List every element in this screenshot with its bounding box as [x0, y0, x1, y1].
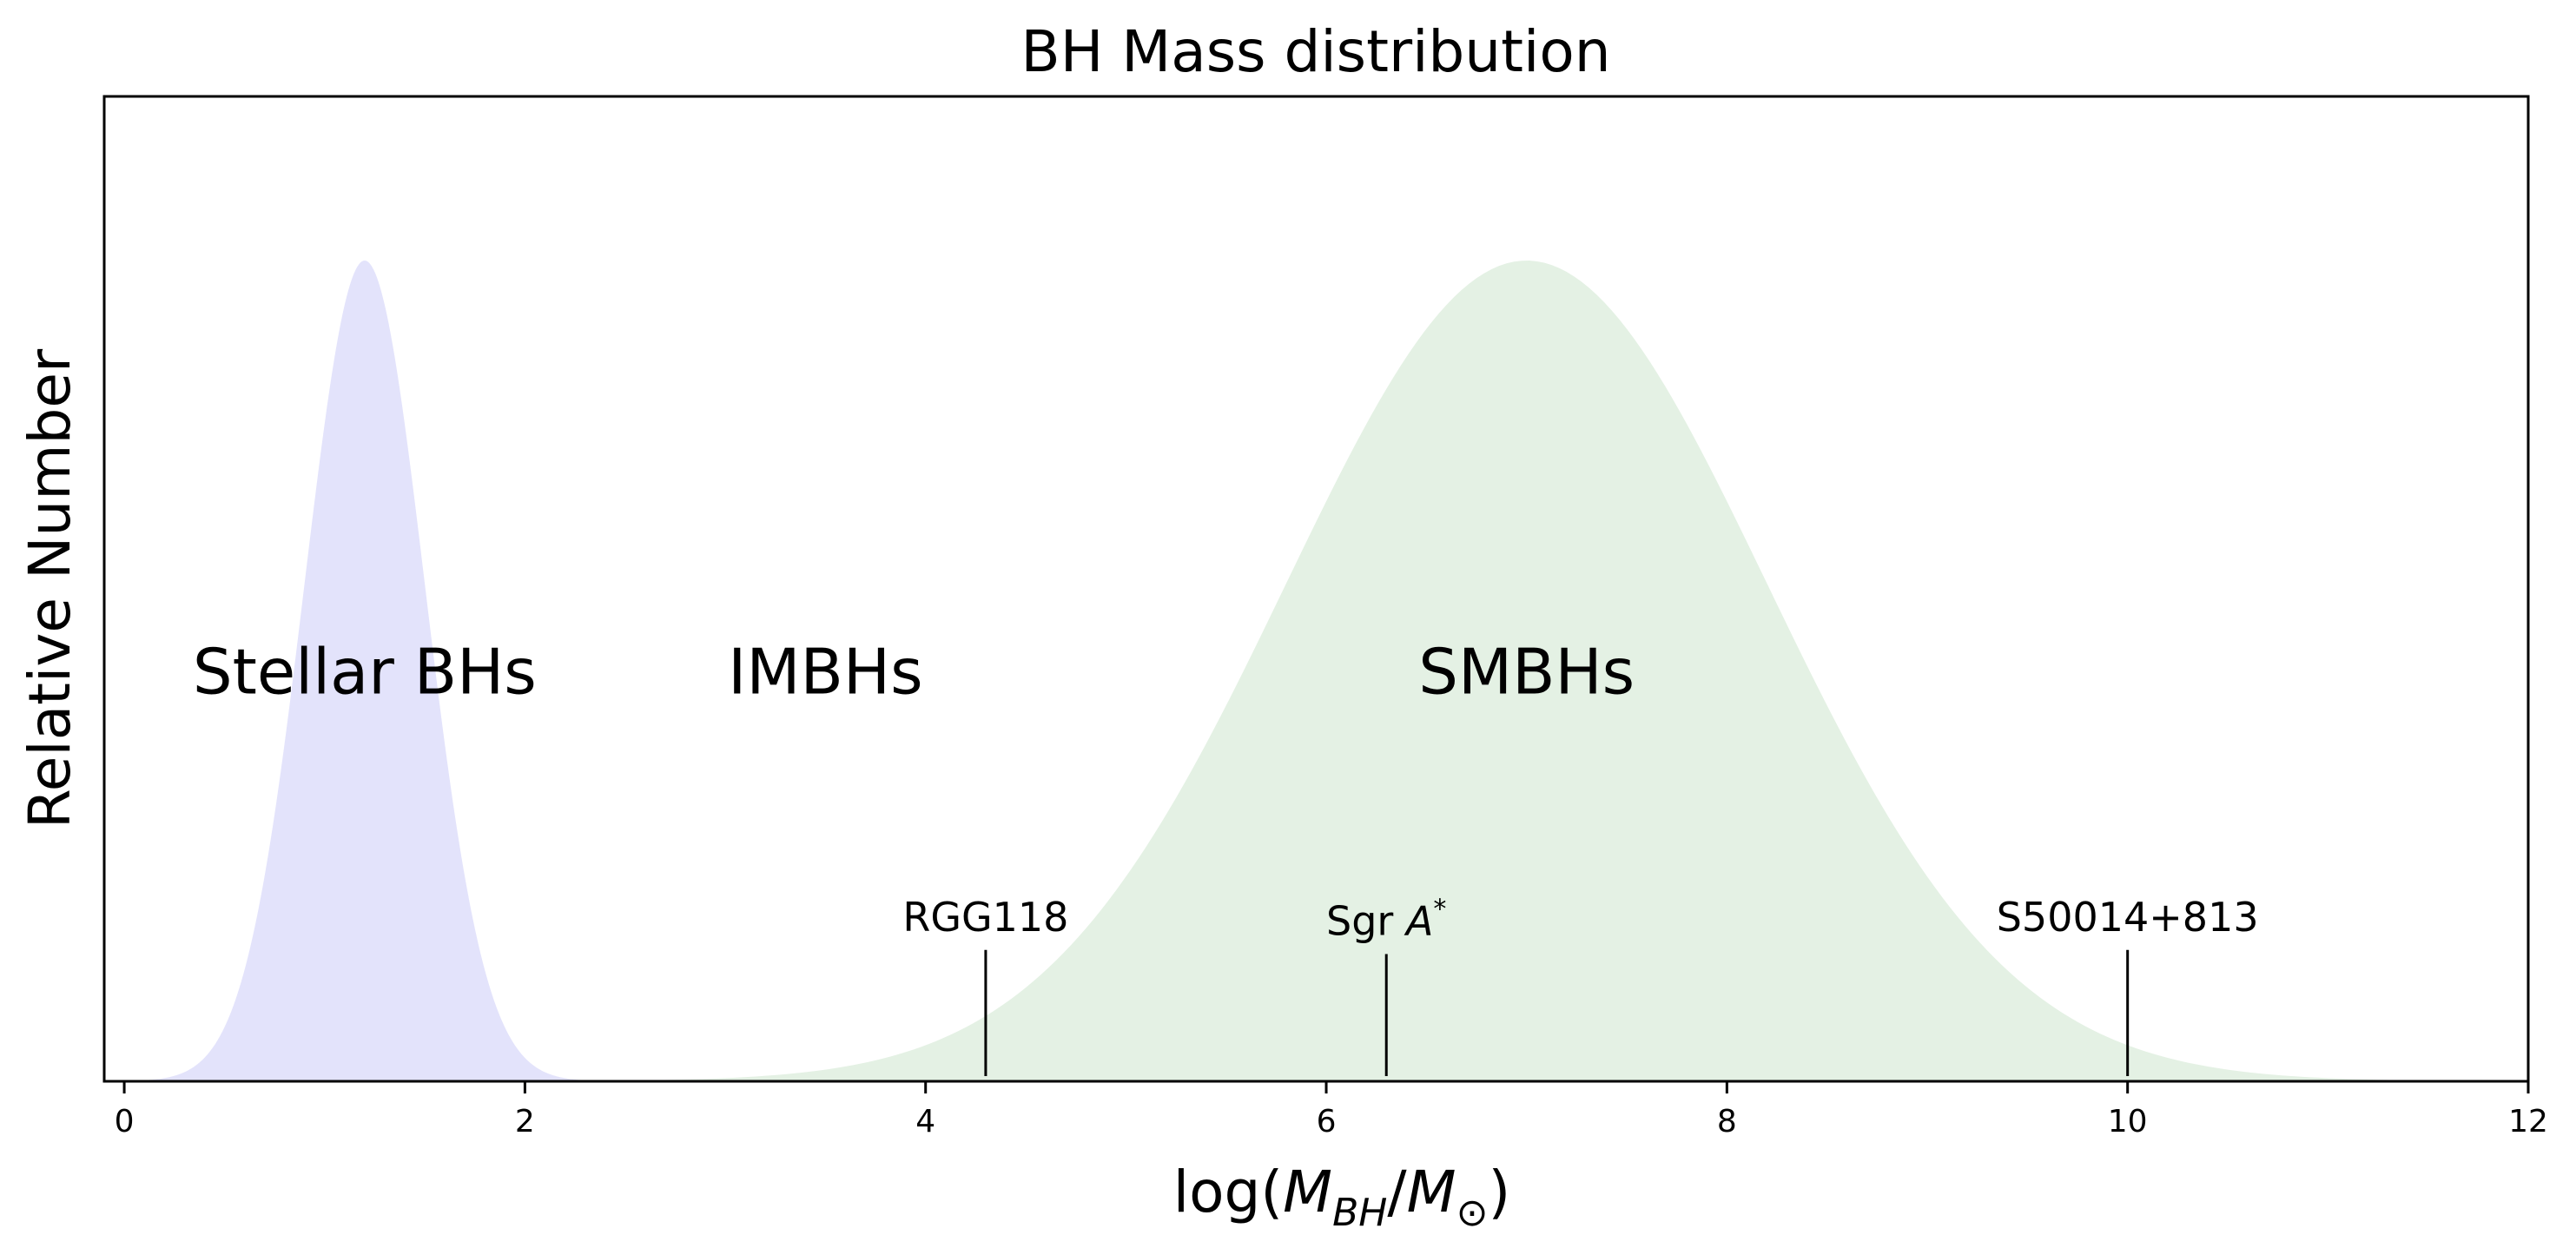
- plot-area: RGG118 Sgr A* S50014+813 Stellar BHs IMBHs S…: [102, 95, 2530, 1083]
- marker-layer: RGG118 Sgr A* S50014+813: [902, 894, 2259, 1076]
- plot-frame: [102, 95, 2530, 1083]
- x-axis-label-suffix: ): [1488, 1159, 1510, 1225]
- series-layer: [124, 261, 2528, 1081]
- x-tick-label-10: 10: [2108, 1104, 2148, 1139]
- distribution-area-1: [124, 261, 605, 1081]
- x-axis-label-sun-subscript: ⊙: [1456, 1191, 1489, 1235]
- x-axis: 0 2 4 6 8 10 12: [115, 1081, 2548, 1139]
- marker-label-1: RGG118: [902, 894, 1068, 941]
- x-tick-label-2: 2: [515, 1104, 535, 1139]
- x-axis-label-mass-symbol: M: [1283, 1159, 1332, 1225]
- x-axis-label-slash: /: [1387, 1159, 1407, 1225]
- x-axis-label-prefix: log(: [1173, 1159, 1283, 1225]
- x-axis-label-solar-mass-symbol: M: [1407, 1159, 1456, 1225]
- x-axis-label: log(MBH/M⊙): [1173, 1159, 1510, 1235]
- marker-label-prefix: Sgr: [1326, 898, 1406, 945]
- marker-label-superscript: *: [1433, 895, 1446, 925]
- region-label-1: Stellar BHs: [193, 636, 537, 709]
- x-tick-label-12: 12: [2508, 1104, 2548, 1139]
- region-label-2: IMBHs: [728, 636, 922, 709]
- x-tick-label-8: 8: [1717, 1104, 1737, 1139]
- distribution-area-2: [124, 261, 2528, 1081]
- marker-label-3: S50014+813: [1997, 894, 2259, 941]
- region-layer: Stellar BHs IMBHs SMBHs: [193, 636, 1635, 709]
- x-tick-label-6: 6: [1317, 1104, 1337, 1139]
- marker-label-2: Sgr A*: [1326, 895, 1446, 945]
- x-tick-label-4: 4: [915, 1104, 935, 1139]
- y-axis-label: Relative Number: [17, 348, 83, 829]
- x-axis-label-subscript-bh: BH: [1332, 1191, 1387, 1235]
- x-tick-label-0: 0: [115, 1104, 135, 1139]
- chart-title: BH Mass distribution: [1020, 18, 1610, 85]
- marker-label-symbol: A: [1404, 898, 1433, 945]
- region-label-3: SMBHs: [1418, 636, 1635, 709]
